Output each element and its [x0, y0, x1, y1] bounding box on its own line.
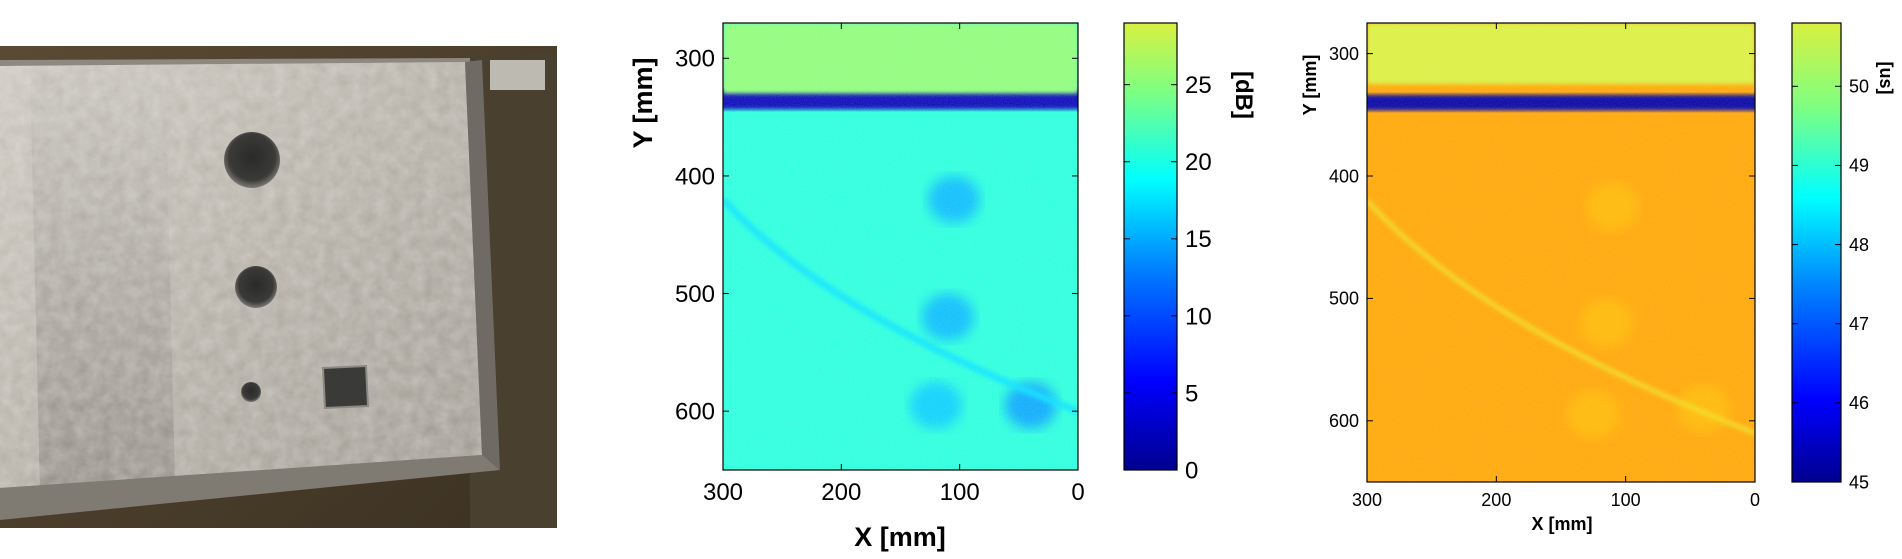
colorbar-tick-label: 5: [1185, 380, 1198, 407]
colorbar-tick-label: 15: [1185, 226, 1212, 253]
hole-small: [241, 382, 261, 402]
colorbar-tick-label: 45: [1849, 472, 1869, 492]
tof-plot-frame: [1366, 22, 1756, 483]
y-tick-label: 400: [1329, 166, 1359, 186]
colorbar-tick-label: 0: [1185, 457, 1198, 484]
square-hole: [321, 364, 370, 410]
heatmap-texture: [723, 23, 1078, 470]
y-tick-label: 300: [675, 46, 715, 73]
specimen-photo: [0, 0, 560, 559]
colorbar-tick-label: 48: [1849, 235, 1869, 255]
colorbar-tick-label: 10: [1185, 303, 1212, 330]
y-tick-label: 300: [1329, 44, 1359, 64]
amplitude-colorbar-ticks: 0 5 10 15 20 25: [1124, 72, 1212, 484]
hole-medium: [235, 266, 277, 308]
tof-colorbar-ticks: 45 46 47 48 49 50: [1792, 77, 1869, 492]
amplitude-y-ticks: 300 400 500 600: [675, 46, 1078, 426]
x-tick-label: 100: [1611, 490, 1641, 510]
tof-chart: 300 200 100 0 300 400 500 600 X [mm] Y [mm] 45…: [1300, 22, 1896, 534]
x-tick-label: 0: [1750, 490, 1760, 510]
y-tick-label: 500: [675, 281, 715, 308]
tof-x-ticks: 300 200 100 0: [1352, 23, 1760, 510]
specimen-photo-drawing: [0, 0, 560, 559]
amplitude-y-axis-label: Y [mm]: [628, 57, 658, 148]
tof-x-axis-label: X [mm]: [1531, 514, 1592, 534]
tof-colorbar: [1791, 22, 1842, 483]
x-tick-label: 100: [940, 479, 980, 506]
amplitude-colorbar-label: [dB]: [1230, 71, 1257, 119]
y-tick-label: 600: [675, 399, 715, 426]
tof-y-axis-label: Y [mm]: [1300, 55, 1320, 116]
colorbar-tick-label: 47: [1849, 314, 1869, 334]
x-tick-label: 300: [1352, 490, 1382, 510]
x-tick-label: 200: [821, 479, 861, 506]
amplitude-map-panel: 300 200 100 0 300 400 500 600 X [mm] Y [mm] 0 5…: [600, 0, 1280, 559]
tof-map-panel: 300 200 100 0 300 400 500 600 X [mm] Y [mm] 45…: [1290, 0, 1902, 559]
colorbar-tick-label: 49: [1849, 156, 1869, 176]
colorbar-tick-label: 20: [1185, 149, 1212, 176]
colorbar-tick-label: 50: [1849, 77, 1869, 97]
amplitude-heatmap: [723, 23, 1078, 470]
amplitude-x-axis-label: X [mm]: [854, 522, 946, 552]
hole-large: [224, 132, 280, 188]
colorbar-tick-label: 25: [1185, 72, 1212, 99]
x-tick-label: 200: [1481, 490, 1511, 510]
colorbar-tick-label: 46: [1849, 393, 1869, 413]
y-tick-label: 500: [1329, 289, 1359, 309]
tof-colorbar-label: [us]: [1876, 62, 1896, 95]
amplitude-colorbar: [1123, 22, 1178, 471]
tof-heatmap: [1367, 23, 1755, 482]
heatmap-texture: [1367, 23, 1755, 482]
tof-y-ticks: 300 400 500 600: [1329, 44, 1755, 431]
amplitude-plot-frame: [722, 22, 1079, 471]
y-tick-label: 600: [1329, 411, 1359, 431]
amplitude-x-ticks: 300 200 100 0: [703, 23, 1085, 506]
x-tick-label: 0: [1071, 479, 1084, 506]
x-tick-label: 300: [703, 479, 743, 506]
y-tick-label: 400: [675, 163, 715, 190]
amplitude-chart: 300 200 100 0 300 400 500 600 X [mm] Y [mm] 0 5…: [628, 22, 1257, 552]
